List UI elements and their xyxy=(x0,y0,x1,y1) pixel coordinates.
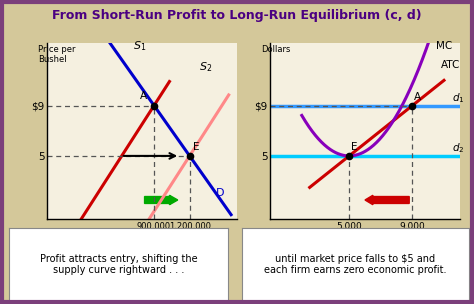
Text: ATC: ATC xyxy=(441,60,460,70)
Text: Dollars: Dollars xyxy=(261,45,290,54)
Text: $d_1$: $d_1$ xyxy=(452,91,465,105)
Text: A: A xyxy=(140,91,147,101)
Text: $S_1$: $S_1$ xyxy=(133,39,146,53)
Text: D: D xyxy=(216,188,224,198)
Text: $d_2$: $d_2$ xyxy=(452,141,465,155)
Text: E: E xyxy=(193,142,200,152)
FancyArrow shape xyxy=(145,195,178,205)
Text: MC: MC xyxy=(436,41,452,51)
Text: From Short-Run Profit to Long-Run Equilibrium (c, d): From Short-Run Profit to Long-Run Equili… xyxy=(52,9,422,22)
Text: until market price falls to $5 and
each firm earns zero economic profit.: until market price falls to $5 and each … xyxy=(264,254,447,275)
Text: Profit attracts entry, shifting the
supply curve rightward . . .: Profit attracts entry, shifting the supp… xyxy=(40,254,197,275)
Text: Bushels
per Year: Bushels per Year xyxy=(243,259,277,278)
Text: $S_2$: $S_2$ xyxy=(199,60,212,74)
FancyArrow shape xyxy=(365,195,409,205)
Text: Bushels
per Year: Bushels per Year xyxy=(463,259,474,278)
Text: Price per
Bushel: Price per Bushel xyxy=(38,45,75,64)
Text: A: A xyxy=(414,92,421,102)
Text: E: E xyxy=(351,142,357,152)
